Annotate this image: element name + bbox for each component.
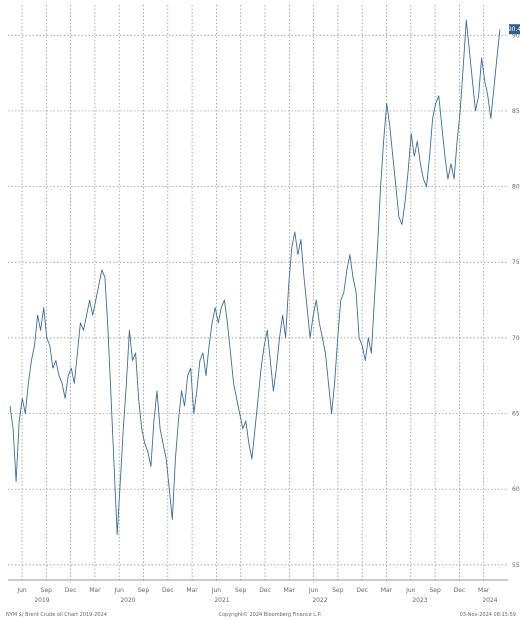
y-tick-label: 90	[512, 32, 520, 39]
y-tick-label: 70	[512, 335, 520, 342]
x-tick-label: Mar	[186, 587, 198, 594]
x-tick-label: Dec	[454, 587, 466, 594]
x-tick-label: Mar	[478, 587, 490, 594]
x-year-label: 2021	[214, 597, 229, 604]
x-tick-label: Mar	[89, 587, 101, 594]
x-tick-label: Dec	[162, 587, 174, 594]
grid	[8, 5, 508, 580]
x-tick-label: Dec	[65, 587, 77, 594]
last-value-label: 90.4	[508, 26, 520, 33]
x-year-label: 2023	[412, 597, 427, 604]
last-value-tag	[509, 24, 520, 35]
y-tick-label: 55	[512, 562, 520, 569]
series-layer	[9, 19, 501, 536]
y-tick-label: 85	[512, 108, 520, 115]
x-year-label: 2020	[120, 597, 135, 604]
x-tick-label: Sep	[138, 587, 150, 594]
footer-right-text: 03-Nov-2024 08:15:59	[460, 612, 516, 618]
footer-center-text: Copyright© 2024 Bloomberg Finance L.P.	[218, 611, 321, 618]
x-tick-label: Dec	[356, 587, 368, 594]
x-tick-label: Sep	[332, 587, 344, 594]
y-tick-label: 75	[512, 259, 520, 266]
x-tick-label: Jun	[405, 587, 416, 594]
y-tick-label: 60	[512, 486, 520, 493]
x-tick-label: Mar	[381, 587, 393, 594]
x-year-label: 2019	[34, 597, 49, 604]
x-tick-label: Sep	[41, 587, 53, 594]
x-tick-label: Mar	[284, 587, 296, 594]
x-tick-label: Sep	[235, 587, 247, 594]
footer: NYM $/ Brent Crude oil Chart 2019-2024 C…	[6, 611, 516, 618]
x-year-label: 2022	[312, 597, 327, 604]
series-line	[9, 19, 501, 536]
x-tick-label: Jun	[114, 587, 125, 594]
y-tick-label: 80	[512, 184, 520, 191]
x-tick-label: Jun	[308, 587, 319, 594]
x-tick-label: Jun	[16, 587, 27, 594]
x-tick-label: Sep	[429, 587, 441, 594]
x-tick-label: Jun	[211, 587, 222, 594]
x-axis: Jun Sep Dec Mar Jun Sep Dec Mar Jun Sep Dec Mar Jun S…	[8, 579, 508, 604]
footer-left-text: NYM $/ Brent Crude oil Chart 2019-2024	[6, 612, 107, 618]
x-tick-label: Dec	[259, 587, 271, 594]
x-year-label: 2024	[482, 597, 497, 604]
y-tick-label: 65	[512, 411, 520, 418]
